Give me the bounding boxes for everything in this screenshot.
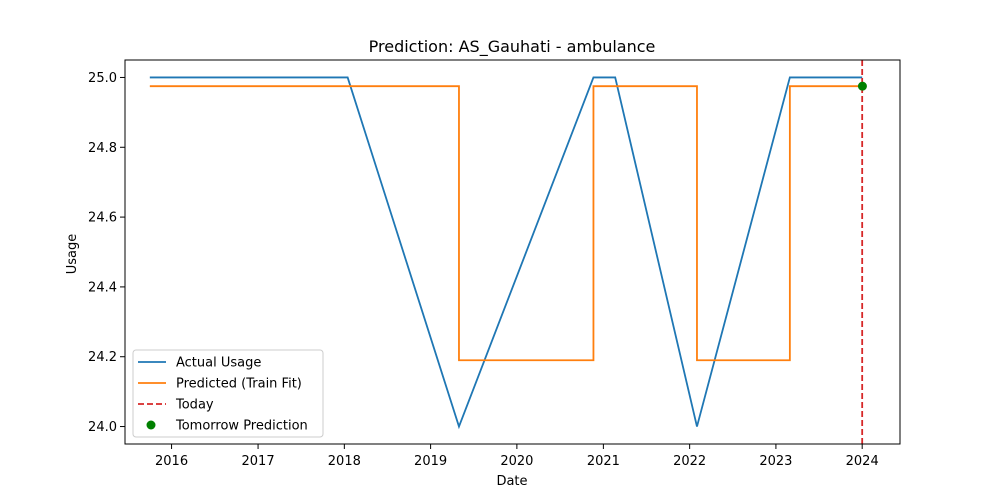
x-tick-label: 2016 [155,454,188,469]
x-tick-label: 2018 [328,454,361,469]
legend: Actual Usage Predicted (Train Fit) Today To… [132,349,324,438]
chart-title: Prediction: AS_Gauhati - ambulance [369,37,656,57]
x-tick-label: 2019 [414,454,447,469]
actual-usage-line [149,76,863,430]
x-tick-label: 2023 [759,454,792,469]
x-tick-label: 2017 [242,454,275,469]
y-tick-label: 24.4 [88,280,117,295]
legend-label: Tomorrow Prediction [175,419,308,434]
predicted-train-fit-line [149,85,863,362]
legend-label: Actual Usage [176,356,261,371]
y-axis-title: Usage [65,234,80,275]
tomorrow-prediction-point [857,81,867,91]
x-tick-label: 2024 [846,454,879,469]
y-axis-ticks: 24.0 24.2 24.4 24.6 24.8 25.0 [88,71,125,435]
x-axis-title: Date [496,474,527,489]
y-tick-label: 24.6 [88,211,117,226]
legend-label: Predicted (Train Fit) [176,377,302,392]
y-tick-label: 25.0 [88,71,117,86]
x-tick-label: 2020 [500,454,533,469]
y-tick-label: 24.0 [88,420,117,435]
x-tick-label: 2021 [587,454,620,469]
legend-box [132,349,324,438]
x-tick-label: 2022 [673,454,706,469]
x-axis-ticks: 2016 2017 2018 2019 2020 2021 2022 2023 2024 [155,444,879,469]
plot-series [149,60,867,444]
legend-marker-point [146,420,156,430]
plot-frame [124,59,901,445]
y-tick-label: 24.8 [88,141,117,156]
legend-label: Today [175,398,214,413]
y-tick-label: 24.2 [88,350,117,365]
